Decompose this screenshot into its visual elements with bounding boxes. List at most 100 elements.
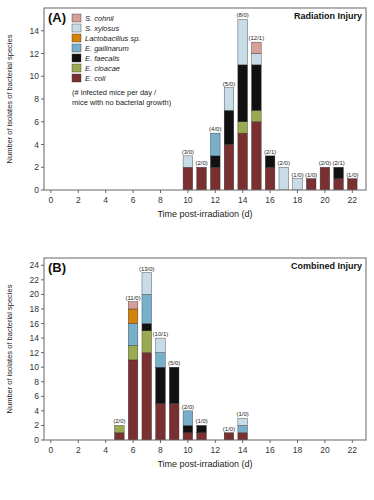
x-tick-label: 4 xyxy=(103,445,108,455)
bar-segment xyxy=(306,178,316,179)
x-tick xyxy=(160,440,161,443)
y-tick xyxy=(41,53,44,54)
y-tick xyxy=(41,99,44,100)
bar-segment xyxy=(197,425,207,432)
plot-frame xyxy=(44,258,366,440)
legend-swatch xyxy=(72,14,81,22)
y-tick xyxy=(41,279,44,280)
bar-segment xyxy=(279,167,289,168)
bar-segment xyxy=(128,302,138,309)
plot-frame xyxy=(44,8,366,190)
x-tick-label: 18 xyxy=(293,445,303,455)
y-tick-label: 4 xyxy=(34,406,39,416)
bar-segment xyxy=(293,179,303,190)
bar-label: (1/0) xyxy=(305,172,317,178)
bar-segment xyxy=(320,167,330,168)
bar-segment xyxy=(197,167,207,168)
bars xyxy=(183,19,357,190)
bar-segment xyxy=(265,156,275,167)
bar-segment xyxy=(197,167,207,168)
bar-segment xyxy=(197,425,207,426)
bar-segment xyxy=(169,367,179,368)
bar-segment xyxy=(265,167,275,190)
bar-segment xyxy=(320,167,330,168)
bar-label: (10/1) xyxy=(153,331,169,337)
y-tick-label: 14 xyxy=(30,26,40,36)
bar-segment xyxy=(348,178,358,179)
bar-label: (1/0) xyxy=(195,418,207,424)
x-tick xyxy=(215,440,216,443)
bar-segment xyxy=(306,178,316,179)
bar-segment xyxy=(210,133,220,156)
bar-segment xyxy=(238,133,248,190)
legend-label: E. cloacae xyxy=(85,64,120,73)
y-tick-label: 12 xyxy=(30,348,40,358)
bar-segment xyxy=(293,178,303,179)
x-tick xyxy=(160,190,161,193)
y-tick xyxy=(41,190,44,191)
y-tick xyxy=(41,76,44,77)
y-tick xyxy=(41,338,44,339)
x-tick xyxy=(352,440,353,443)
bar-segment xyxy=(224,432,234,433)
x-tick xyxy=(50,440,51,443)
bar-segment xyxy=(238,425,248,432)
bar-segment xyxy=(224,432,234,433)
bar-segment xyxy=(224,88,234,111)
bar-segment xyxy=(348,178,358,179)
x-tick xyxy=(270,440,271,443)
legend-swatch xyxy=(72,74,81,82)
y-tick-label: 22 xyxy=(30,275,40,285)
panel-label: (B) xyxy=(48,260,66,275)
bar-segment xyxy=(128,345,138,360)
bar-segment xyxy=(197,425,207,426)
bar-segment xyxy=(320,167,330,168)
bar-segment xyxy=(334,167,344,168)
x-tick xyxy=(324,190,325,193)
bar-segment xyxy=(238,122,248,133)
bar-segment xyxy=(142,324,152,331)
x-tick xyxy=(78,190,79,193)
x-tick-label: 20 xyxy=(320,445,330,455)
x-tick xyxy=(297,440,298,443)
x-tick xyxy=(105,440,106,443)
x-tick-label: 6 xyxy=(131,195,136,205)
bar-segment xyxy=(197,167,207,168)
title: Combined Injury xyxy=(291,261,362,271)
bar-segment xyxy=(197,425,207,426)
bar-segment xyxy=(183,410,193,411)
bar-label: (3/0) xyxy=(182,149,194,155)
bar-segment xyxy=(265,155,275,156)
bar-segment xyxy=(142,272,152,273)
bar-segment xyxy=(183,167,193,190)
x-tick-label: 0 xyxy=(48,195,53,205)
legend-label: E. faecalis xyxy=(85,54,120,63)
y-tick-label: 6 xyxy=(34,117,39,127)
y-tick-label: 10 xyxy=(30,362,40,372)
bar-segment xyxy=(306,179,316,190)
bar-segment xyxy=(169,404,179,440)
bar-segment xyxy=(156,338,166,353)
bar-segment xyxy=(224,145,234,191)
y-tick-label: 0 xyxy=(34,185,39,195)
bar-segment xyxy=(265,155,275,156)
y-tick xyxy=(41,410,44,411)
x-tick-label: 20 xyxy=(320,195,330,205)
bar-label: (2/0) xyxy=(195,160,207,166)
y-tick-label: 8 xyxy=(34,94,39,104)
x-tick xyxy=(242,190,243,193)
bar-label: (5/0) xyxy=(223,81,235,87)
annotation-line: (# infected mice per day / xyxy=(72,88,157,97)
y-tick-label: 4 xyxy=(34,140,39,150)
legend-label: E. gallinarum xyxy=(85,44,129,53)
y-tick xyxy=(41,121,44,122)
bar-segment xyxy=(306,178,316,179)
legend-swatch xyxy=(72,34,81,42)
y-tick xyxy=(41,381,44,382)
bar-segment xyxy=(115,425,125,426)
bar-segment xyxy=(224,432,234,433)
x-tick xyxy=(352,190,353,193)
legend-swatch xyxy=(72,24,81,32)
bar-segment xyxy=(334,167,344,178)
annotation-line: mice with no bacterial growth) xyxy=(72,98,172,107)
